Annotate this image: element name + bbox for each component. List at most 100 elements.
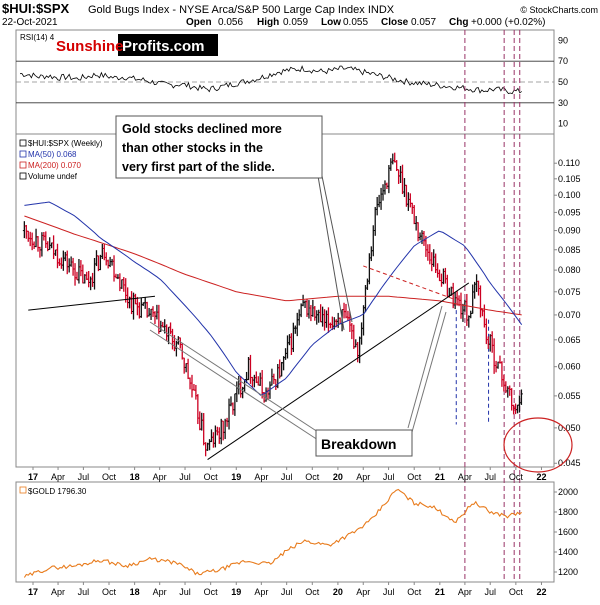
price-tick-0.085: 0.085 (558, 245, 581, 255)
x-label-gold-1: Apr (51, 587, 65, 597)
price-tick-0.095: 0.095 (558, 207, 581, 217)
price-layer: 0.045 0.050 0.055 0.060 0.065 0.070 0.075 0.080… (19, 30, 581, 582)
rsi-tick-70: 70 (558, 56, 568, 66)
high-value: 0.059 (283, 17, 308, 28)
x-label-price-15: Oct (407, 472, 422, 482)
chart-description: Gold Bugs Index - NYSE Arca/S&P 500 Larg… (88, 4, 395, 16)
low-value: 0.055 (343, 17, 368, 28)
x-label-price-7: Oct (204, 472, 219, 482)
rsi-tick-50: 50 (558, 77, 568, 87)
x-label-price-1: Apr (51, 472, 65, 482)
gold-tick-1400: 1400 (558, 547, 578, 557)
x-label-price-12: 20 (333, 472, 343, 482)
price-tick-0.055: 0.055 (558, 391, 581, 401)
breakdown-pointer-2 (149, 329, 319, 441)
x-label-gold-8: 19 (231, 587, 241, 597)
x-label-price-10: Jul (281, 472, 293, 482)
rsi-tick-90: 90 (558, 35, 568, 45)
trendline-2 (363, 265, 453, 300)
price-legend-swatch-2 (19, 161, 27, 169)
gold-tick-2000: 2000 (558, 487, 578, 497)
gold-tick-1200: 1200 (558, 567, 578, 577)
x-label-gold-13: Apr (356, 587, 370, 597)
x-label-gold-10: Jul (281, 587, 293, 597)
ma200-line (24, 215, 522, 316)
logo-profits: Profits.com (122, 38, 205, 55)
price-legend-3: Volume undef (28, 172, 78, 181)
x-label-gold-9: Apr (254, 587, 268, 597)
price-tick-0.100: 0.100 (558, 190, 581, 200)
x-label-price-2: Jul (78, 472, 90, 482)
rsi-line (19, 65, 522, 95)
rsi-legend: RSI(14) 41.11 (20, 33, 70, 42)
chart-date: 22-Oct-2021 (2, 17, 58, 28)
price-legend-swatch-0 (19, 139, 27, 147)
ma50-line (24, 201, 523, 396)
x-label-gold-16: 21 (435, 587, 445, 597)
price-tick-0.080: 0.080 (558, 265, 581, 275)
x-label-price-16: 21 (435, 472, 445, 482)
gold-layer: 1200 1400 1600 1800 2000 $GOLD 1796.30 (19, 486, 578, 578)
gold-panel (15, 481, 555, 583)
callout-pointer-2 (321, 175, 353, 323)
price-legend-2: MA(200) 0.070 (28, 161, 81, 170)
close-label: Close (381, 17, 409, 28)
gold-line (23, 488, 523, 578)
high-label: High (257, 17, 279, 28)
price-tick-0.110: 0.110 (558, 158, 580, 168)
callout-line-2: than other stocks in the (122, 141, 263, 155)
callout-line-1: Gold stocks declined more (122, 122, 282, 136)
chg-value: +0.000 (+0.02%) (471, 17, 546, 28)
callout-pointer (317, 175, 345, 331)
rsi-tick-10: 10 (558, 119, 568, 129)
gold-tick-1800: 1800 (558, 507, 578, 517)
x-label-price-6: Jul (179, 472, 191, 482)
open-label: Open (186, 17, 212, 28)
low-label: Low (321, 17, 341, 28)
callout-annotation: Gold stocks declined more than other sto… (115, 115, 353, 331)
callout-line-3: very first part of the slide. (122, 160, 275, 174)
price-tick-0.070: 0.070 (558, 310, 581, 320)
price-tick-0.045: 0.045 (558, 458, 581, 468)
gold-legend: $GOLD 1796.30 (28, 487, 87, 496)
price-legend-swatch-3 (19, 172, 27, 180)
breakdown-pointer-1 (149, 321, 319, 433)
x-label-gold-4: 18 (130, 587, 140, 597)
x-label-gold-0: 17 (28, 587, 38, 597)
price-tick-0.105: 0.105 (558, 174, 581, 184)
x-label-price-11: Oct (305, 472, 320, 482)
chart-symbol: $HUI:$SPX (2, 1, 70, 16)
logo-sunshine: Sunshine (56, 38, 124, 55)
x-label-gold-2: Jul (78, 587, 90, 597)
x-label-price-8: 19 (231, 472, 241, 482)
x-label-gold-11: Oct (305, 587, 320, 597)
close-value: 0.057 (411, 17, 436, 28)
price-legend-swatch-1 (19, 150, 27, 158)
gold-legend-swatch (19, 486, 27, 494)
x-label-gold-7: Oct (204, 587, 219, 597)
x-label-price-20: 22 (536, 472, 546, 482)
breakdown-pointer-4 (411, 311, 447, 433)
breakdown-annotation: Breakdown (149, 305, 447, 457)
trendline-1 (207, 282, 470, 460)
x-label-gold-17: Apr (458, 587, 472, 597)
x-label-price-9: Apr (254, 472, 268, 482)
x-label-gold-19: Oct (509, 587, 524, 597)
target-circle (503, 417, 573, 473)
x-label-price-19: Oct (509, 472, 524, 482)
breakdown-label: Breakdown (321, 436, 396, 452)
x-label-price-3: Oct (102, 472, 117, 482)
price-tick-0.075: 0.075 (558, 287, 581, 297)
breakdown-pointer-3 (407, 305, 443, 429)
x-label-gold-12: 20 (333, 587, 343, 597)
x-label-price-18: Jul (484, 472, 496, 482)
x-label-gold-18: Jul (484, 587, 496, 597)
x-label-price-14: Jul (383, 472, 395, 482)
x-label-price-13: Apr (356, 472, 370, 482)
watermark: © StockCharts.com (520, 5, 598, 15)
x-label-price-5: Apr (153, 472, 167, 482)
price-tick-0.065: 0.065 (558, 335, 581, 345)
sunshine-profits-logo: Sunshine Profits.com (54, 34, 218, 56)
rsi-tick-30: 30 (558, 98, 568, 108)
